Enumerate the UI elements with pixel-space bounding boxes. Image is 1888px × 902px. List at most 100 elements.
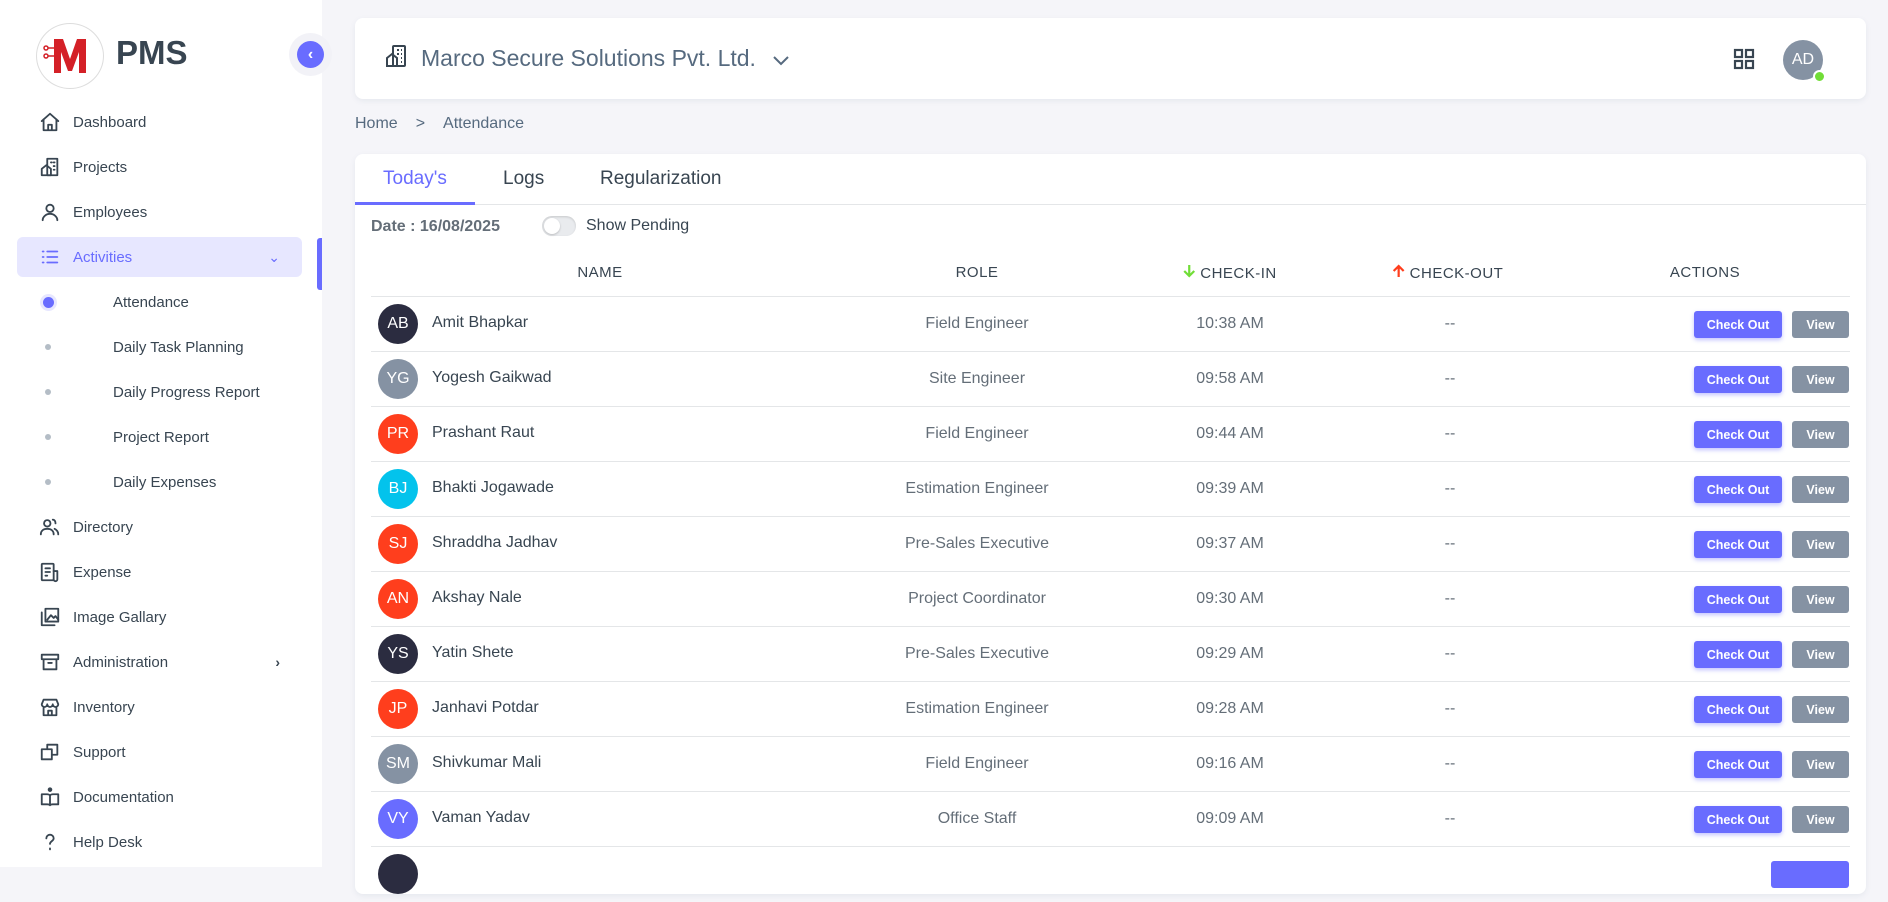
column-header-check-in: CHECK-IN [1183,264,1277,282]
check-in-time: 09:44 AM [1196,425,1264,442]
check-out-button[interactable]: Check Out [1694,476,1782,503]
check-out-time: -- [1444,810,1456,827]
sidebar-subitem-project-report[interactable]: Project Report [17,417,302,457]
archive-icon [37,651,63,673]
table-row: AB Amit Bhapkar Field Engineer 10:38 AM … [371,297,1850,352]
check-out-button[interactable]: Check Out [1694,806,1782,833]
employee-role: Office Staff [937,810,1017,827]
bullet-icon [45,389,51,395]
attendance-card: Today's Logs Regularization Date : 16/08… [355,154,1866,894]
sidebar-item-administration[interactable]: Administration › [17,642,302,682]
sidebar-item-projects[interactable]: Projects [17,147,302,187]
table-row: JP Janhavi Potdar Estimation Engineer 09… [371,682,1850,737]
breadcrumb-home[interactable]: Home [355,115,398,132]
sidebar-item-expense[interactable]: Expense [17,552,302,592]
sidebar-subitem-attendance[interactable]: Attendance [17,282,302,322]
users-icon [37,516,63,538]
employee-role: Field Engineer [925,755,1029,772]
employee-role: Field Engineer [925,425,1029,442]
sidebar-item-help-desk[interactable]: Help Desk [17,822,302,862]
building-icon [37,156,63,178]
table-row: SJ Shraddha Jadhav Pre-Sales Executive 0… [371,517,1850,572]
employee-name: Bhakti Jogawade [432,479,554,496]
sidebar-item-label: Help Desk [73,833,143,851]
sidebar-item-support[interactable]: Support [17,732,302,772]
arrow-down-icon [1183,264,1196,282]
sidebar-item-activities[interactable]: Activities ⌄ [17,237,302,277]
employee-role: Field Engineer [925,315,1029,332]
avatar: YS [378,634,418,674]
book-icon [37,786,63,808]
sidebar-subitem-daily-expenses[interactable]: Daily Expenses [17,462,302,502]
sidebar-item-directory[interactable]: Directory [17,507,302,547]
sidebar-item-documentation[interactable]: Documentation [17,777,302,817]
sidebar-item-image-gallary[interactable]: Image Gallary [17,597,302,637]
check-out-button[interactable]: Check Out [1694,641,1782,668]
sidebar-subitem-daily-progress-report[interactable]: Daily Progress Report [17,372,302,412]
brand-name: PMS [116,34,188,71]
sidebar-subitem-label: Daily Expenses [113,473,217,491]
tab-todays[interactable]: Today's [383,168,447,189]
check-out-button[interactable]: Check Out [1694,696,1782,723]
date-label: Date : 16/08/2025 [371,218,500,235]
view-button[interactable]: View [1792,641,1849,668]
show-pending-toggle[interactable] [542,216,576,236]
chevron-down-icon [772,45,790,72]
view-button[interactable]: View [1792,531,1849,558]
check-out-button[interactable]: Check Out [1694,421,1782,448]
check-out-time: -- [1444,535,1456,552]
sidebar-item-inventory[interactable]: Inventory [17,687,302,727]
view-button[interactable]: View [1792,586,1849,613]
avatar [378,854,418,894]
employee-role: Estimation Engineer [905,480,1049,497]
copy-icon [37,741,63,763]
view-button[interactable]: View [1792,696,1849,723]
employee-role: Estimation Engineer [905,700,1049,717]
view-button[interactable]: View [1792,366,1849,393]
user-avatar[interactable]: AD [1783,40,1826,83]
view-button[interactable]: View [1792,751,1849,778]
check-out-button[interactable]: Check Out [1694,311,1782,338]
table-row: PR Prashant Raut Field Engineer 09:44 AM… [371,407,1850,462]
apps-grid-icon[interactable] [1733,48,1755,75]
avatar: AN [378,579,418,619]
sidebar-subitem-label: Project Report [113,428,209,446]
brand-logo[interactable] [36,23,104,89]
sidebar-item-label: Inventory [73,698,135,716]
view-button[interactable]: View [1792,806,1849,833]
check-out-button[interactable]: Check Out [1694,531,1782,558]
collapse-sidebar-button[interactable]: ‹ [297,41,324,68]
check-out-button[interactable]: Check Out [1694,586,1782,613]
check-in-time: 09:09 AM [1196,810,1264,827]
sidebar-subitem-daily-task-planning[interactable]: Daily Task Planning [17,327,302,367]
check-in-time: 09:29 AM [1196,645,1264,662]
sidebar-subitem-label: Attendance [113,293,189,311]
column-header-name: NAME [577,264,623,281]
check-in-time: 09:16 AM [1196,755,1264,772]
view-button[interactable]: View [1792,476,1849,503]
table-row: AN Akshay Nale Project Coordinator 09:30… [371,572,1850,627]
company-name: Marco Secure Solutions Pvt. Ltd. [421,45,756,71]
sidebar-item-label: Activities [73,248,133,266]
employee-name: Janhavi Potdar [432,699,539,716]
check-in-time: 10:38 AM [1196,315,1264,332]
view-button[interactable]: View [1792,421,1849,448]
sidebar-scrollbar[interactable] [317,238,322,290]
breadcrumb-current: Attendance [443,115,524,132]
tab-logs[interactable]: Logs [503,168,545,189]
company-selector[interactable]: Marco Secure Solutions Pvt. Ltd. [385,18,790,99]
action-button[interactable] [1771,861,1849,888]
employee-name: Shivkumar Mali [432,754,542,771]
bullet-icon [45,434,51,440]
view-button[interactable]: View [1792,311,1849,338]
avatar: YG [378,359,418,399]
top-header: Marco Secure Solutions Pvt. Ltd. AD [355,18,1866,99]
sidebar-item-employees[interactable]: Employees [17,192,302,232]
avatar: JP [378,689,418,729]
check-out-button[interactable]: Check Out [1694,366,1782,393]
sidebar-item-dashboard[interactable]: Dashboard [17,102,302,142]
tab-regularization[interactable]: Regularization [600,168,722,189]
check-out-button[interactable]: Check Out [1694,751,1782,778]
check-out-time: -- [1444,755,1456,772]
user-initials: AD [1791,51,1815,68]
